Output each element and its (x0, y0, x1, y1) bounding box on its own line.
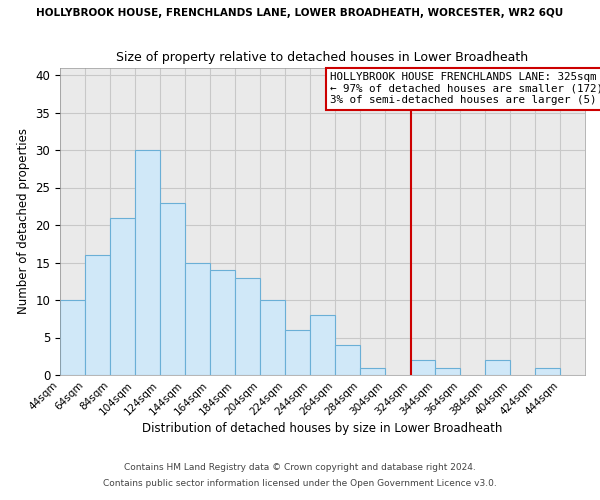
Bar (260, 300, 285, 375)
Title: Size of property relative to detached houses in Lower Broadheath: Size of property relative to detached ho… (116, 50, 529, 64)
Bar (435, 368, 460, 375)
Bar (185, 262, 210, 375)
Bar (360, 368, 385, 375)
Bar (535, 368, 560, 375)
Bar (135, 150, 160, 375)
Bar (160, 202, 185, 375)
Text: HOLLYBROOK HOUSE FRENCHLANDS LANE: 325sqm
← 97% of detached houses are smaller (: HOLLYBROOK HOUSE FRENCHLANDS LANE: 325sq… (331, 72, 600, 106)
Bar (310, 315, 335, 375)
Text: Contains HM Land Registry data © Crown copyright and database right 2024.: Contains HM Land Registry data © Crown c… (124, 464, 476, 472)
Text: HOLLYBROOK HOUSE, FRENCHLANDS LANE, LOWER BROADHEATH, WORCESTER, WR2 6QU: HOLLYBROOK HOUSE, FRENCHLANDS LANE, LOWE… (37, 8, 563, 18)
Text: Contains public sector information licensed under the Open Government Licence v3: Contains public sector information licen… (103, 478, 497, 488)
Y-axis label: Number of detached properties: Number of detached properties (17, 128, 30, 314)
Bar (335, 345, 360, 375)
Bar (85, 255, 110, 375)
Bar (210, 270, 235, 375)
Bar (410, 360, 435, 375)
Bar (60, 300, 85, 375)
Bar (285, 330, 310, 375)
Bar (235, 278, 260, 375)
X-axis label: Distribution of detached houses by size in Lower Broadheath: Distribution of detached houses by size … (142, 422, 503, 436)
Bar (110, 218, 135, 375)
Bar (485, 360, 510, 375)
